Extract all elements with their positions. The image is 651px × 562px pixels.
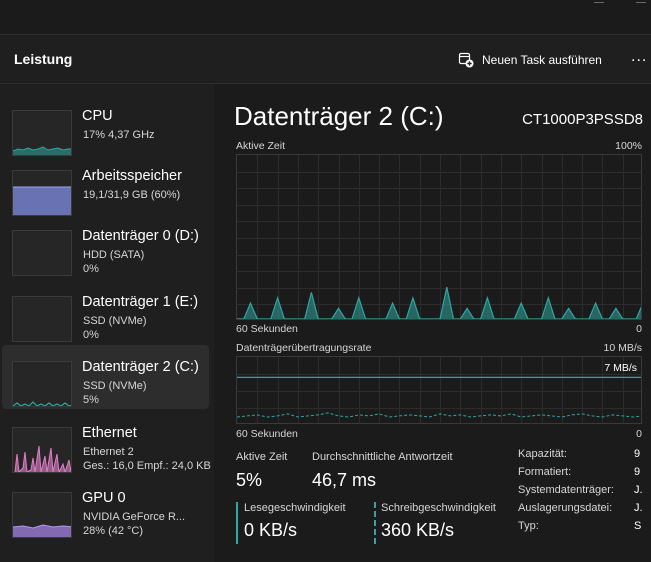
active-time-graph-max: 100%: [615, 140, 642, 152]
sidebar-item-name: Datenträger 1 (E:): [82, 294, 199, 310]
sidebar-item-cpu[interactable]: CPU 17% 4,37 GHz: [2, 94, 209, 158]
sidebar-item-memory[interactable]: Arbeitsspeicher 19,1/31,9 GB (60%): [2, 154, 209, 218]
sidebar-item-usage: 0%: [83, 329, 99, 341]
sidebar-item-disk-2[interactable]: Datenträger 2 (C:) SSD (NVMe) 5%: [2, 345, 209, 409]
sidebar-item-usage: 28% (42 °C): [83, 525, 144, 537]
read-speed-stat-value: 0 KB/s: [244, 520, 298, 540]
sidebar-item-ethernet[interactable]: Ethernet Ethernet 2 Ges.: 16,0 Empf.: 24…: [2, 411, 211, 475]
sidebar-item-name: Ethernet: [82, 425, 137, 441]
write-rate-line: [237, 412, 641, 418]
property-key: Typ:: [518, 520, 539, 532]
property-key: Kapazität:: [518, 448, 567, 460]
close-control[interactable]: [636, 0, 646, 3]
sidebar-item-model: NVIDIA GeForce R...: [83, 511, 186, 523]
sidebar-item-throughput: Ges.: 16,0 Empf.: 24,0 KBit/s: [83, 460, 211, 472]
sidebar-item-name: CPU: [82, 108, 113, 124]
property-value: J.: [634, 484, 643, 496]
window-titlebar: [0, 0, 651, 34]
active-time-x-min: 0: [636, 323, 642, 335]
write-speed-divider: [374, 502, 376, 544]
sidebar-item-name: Datenträger 2 (C:): [82, 359, 199, 375]
property-value: 9: [634, 448, 641, 460]
sidebar-item-detail: 19,1/31,9 GB (60%): [83, 189, 181, 201]
sidebar-item-type: SSD (NVMe): [83, 315, 147, 327]
avg-response-stat-value: 46,7 ms: [312, 470, 377, 490]
transfer-rate-graph-max: 10 MB/s: [603, 342, 642, 354]
property-key: Formatiert:: [518, 466, 572, 478]
write-speed-stat-value: 360 KB/s: [381, 520, 455, 540]
transfer-rate-x-min: 0: [636, 428, 642, 440]
sidebar: CPU 17% 4,37 GHz Arbeitsspeicher 19,1/31…: [0, 84, 214, 562]
disk-1-thumbnail: [12, 296, 72, 342]
read-speed-stat-label: Lesegeschwindigkeit: [244, 502, 346, 514]
sidebar-item-name: Datenträger 0 (D:): [82, 228, 199, 244]
property-key: Systemdatenträger:: [518, 484, 614, 496]
read-speed-divider: [236, 502, 238, 544]
active-time-line: [237, 286, 641, 319]
transfer-rate-graph: 7 MB/s: [236, 356, 642, 424]
sidebar-item-adapter: Ethernet 2: [83, 446, 134, 458]
sidebar-item-detail: 17% 4,37 GHz: [83, 129, 155, 141]
cpu-thumbnail: [12, 110, 72, 156]
property-row: Formatiert: 9: [518, 466, 651, 484]
avg-response-stat-label: Durchschnittliche Antwortzeit: [312, 451, 453, 463]
sidebar-item-name: GPU 0: [82, 490, 126, 506]
active-time-graph-label: Aktive Zeit: [236, 140, 286, 152]
sidebar-item-disk-1[interactable]: Datenträger 1 (E:) SSD (NVMe) 0%: [2, 280, 209, 344]
property-row: Auslagerungsdatei: J.: [518, 502, 651, 520]
property-row: Systemdatenträger: J.: [518, 484, 651, 502]
active-time-graph: [236, 154, 642, 320]
page-title: Leistung: [14, 51, 73, 67]
property-value: J.: [634, 502, 643, 514]
disk-model: CT1000P3PSSD8: [522, 111, 643, 128]
sidebar-item-name: Arbeitsspeicher: [82, 168, 182, 184]
disk-2-thumbnail: [12, 361, 72, 407]
property-value: 9: [634, 466, 641, 478]
property-row: Kapazität: 9: [518, 448, 651, 466]
disk-title: Datenträger 2 (C:): [234, 101, 444, 131]
sidebar-item-type: HDD (SATA): [83, 249, 145, 261]
sidebar-item-type: SSD (NVMe): [83, 380, 147, 392]
write-speed-stat-label: Schreibgeschwindigkeit: [381, 502, 496, 514]
memory-thumbnail: [12, 170, 72, 216]
sidebar-item-gpu[interactable]: GPU 0 NVIDIA GeForce R... 28% (42 °C): [2, 476, 209, 540]
more-options-icon[interactable]: ...: [631, 48, 648, 65]
detail-panel: Datenträger 2 (C:) CT1000P3PSSD8 Aktive …: [214, 84, 651, 562]
property-row: Typ: S: [518, 520, 651, 538]
sidebar-item-usage: 5%: [83, 394, 99, 406]
active-time-x-label: 60 Sekunden: [236, 323, 298, 335]
disk-properties: Kapazität: 9 Formatiert: 9 Systemdatenträg…: [518, 448, 651, 538]
active-time-area: [237, 287, 641, 319]
sidebar-item-usage: 0%: [83, 263, 99, 275]
transfer-rate-scale-label: 7 MB/s: [604, 362, 637, 374]
property-key: Auslagerungsdatei:: [518, 502, 613, 514]
property-value: S: [634, 520, 642, 532]
sidebar-item-disk-0[interactable]: Datenträger 0 (D:) HDD (SATA) 0%: [2, 214, 209, 278]
new-task-icon: [458, 52, 474, 68]
active-time-stat-value: 5%: [236, 470, 263, 490]
active-time-stat-label: Aktive Zeit: [236, 451, 288, 463]
gpu-thumbnail: [12, 492, 72, 538]
transfer-rate-x-label: 60 Sekunden: [236, 428, 298, 440]
ethernet-thumbnail: [12, 427, 72, 473]
disk-0-thumbnail: [12, 230, 72, 276]
transfer-rate-graph-label: Datenträgerübertragungsrate: [236, 342, 372, 354]
page-header: Leistung Neuen Task ausführen ...: [0, 34, 651, 84]
run-new-task-button[interactable]: Neuen Task ausführen: [458, 50, 602, 70]
minimize-control[interactable]: [594, 0, 604, 3]
run-new-task-label: Neuen Task ausführen: [482, 53, 602, 67]
